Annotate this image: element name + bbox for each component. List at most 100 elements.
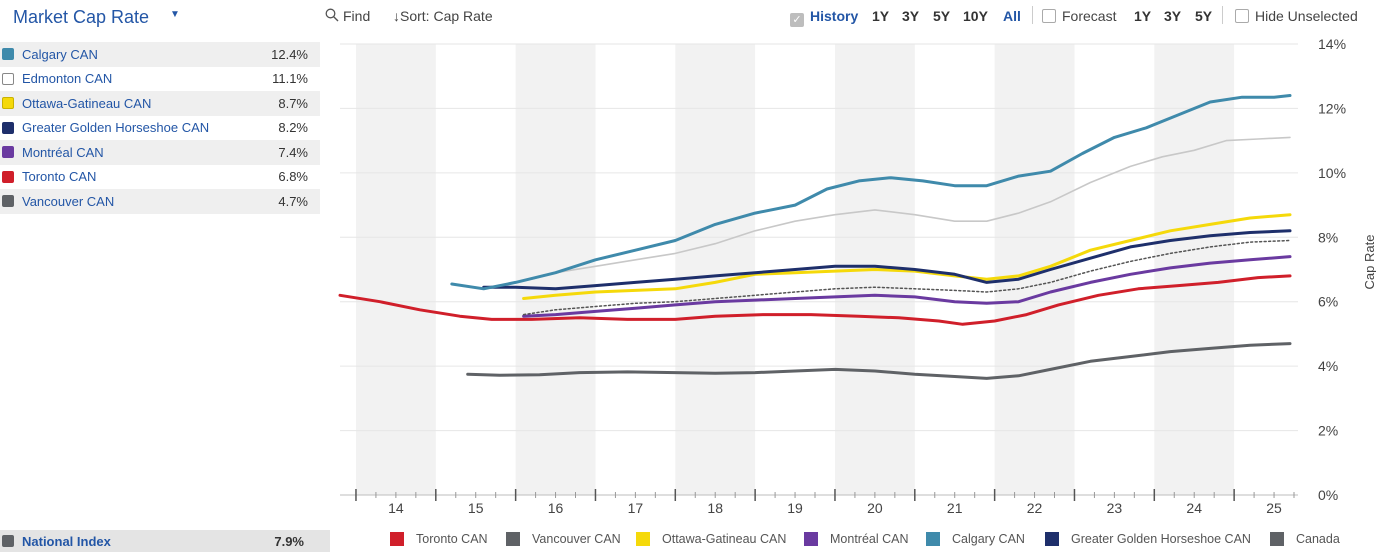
y-axis-label: Cap Rate xyxy=(1362,235,1376,290)
legend-swatch xyxy=(1045,532,1059,546)
history-range-10y[interactable]: 10Y xyxy=(963,8,988,24)
year-band xyxy=(515,44,596,495)
series-swatch[interactable] xyxy=(2,146,14,159)
series-name[interactable]: Montréal CAN xyxy=(22,144,104,160)
series-value: 8.7% xyxy=(278,95,308,111)
y-tick-label: 12% xyxy=(1318,100,1346,116)
x-tick-label: 19 xyxy=(787,500,803,516)
y-tick-label: 2% xyxy=(1318,423,1338,439)
legend-item-calgary[interactable]: Calgary CAN xyxy=(926,532,1025,546)
series-row-toronto[interactable]: Toronto CAN 6.8% xyxy=(0,165,320,190)
hide-unselected-checkbox[interactable] xyxy=(1235,9,1249,23)
series-line-vancouver-can xyxy=(466,342,1292,380)
series-name[interactable]: Edmonton CAN xyxy=(22,71,113,87)
forecast-label[interactable]: Forecast xyxy=(1062,8,1117,24)
toolbar-divider xyxy=(1032,6,1033,24)
series-swatch[interactable] xyxy=(2,72,14,85)
national-index-value: 7.9% xyxy=(274,533,304,549)
national-index-row[interactable]: National Index 7.9% xyxy=(0,530,330,552)
legend-label: Vancouver CAN xyxy=(532,532,621,546)
legend-item-canada[interactable]: Canada xyxy=(1270,532,1340,546)
series-line-greater-golden-horseshoe-can xyxy=(482,229,1292,291)
y-tick-label: 4% xyxy=(1318,358,1338,374)
x-tick-label: 17 xyxy=(628,500,644,516)
series-value: 12.4% xyxy=(271,46,308,62)
series-name[interactable]: Vancouver CAN xyxy=(22,193,115,209)
legend-label: Calgary CAN xyxy=(952,532,1025,546)
legend-item-vancouver[interactable]: Vancouver CAN xyxy=(506,532,621,546)
series-swatch[interactable] xyxy=(2,97,14,110)
series-swatch[interactable] xyxy=(2,535,14,547)
series-name[interactable]: Calgary CAN xyxy=(22,46,98,62)
history-checkbox[interactable]: ✓ xyxy=(790,13,804,27)
forecast-range-1y[interactable]: 1Y xyxy=(1134,8,1152,24)
series-line-edmonton-can xyxy=(530,136,1291,281)
series-row-edmonton[interactable]: Edmonton CAN 11.1% xyxy=(0,67,320,92)
toolbar-divider xyxy=(1222,6,1223,24)
metric-dropdown-icon[interactable]: ▼ xyxy=(170,9,180,20)
series-swatch[interactable] xyxy=(2,121,14,134)
history-range-all[interactable]: All xyxy=(1003,8,1021,24)
hide-unselected-toggle[interactable]: Hide Unselected xyxy=(1235,8,1358,24)
sort-button[interactable]: ↓Sort: Cap Rate xyxy=(393,8,493,24)
series-name[interactable]: Ottawa-Gatineau CAN xyxy=(22,95,152,111)
series-line-canada xyxy=(522,239,1291,316)
series-value: 8.2% xyxy=(278,120,308,136)
series-panel: Market Cap Rate ▼ Calgary CAN 12.4% Edmo… xyxy=(0,0,330,553)
legend-item-greater-golden-horseshoe[interactable]: Greater Golden Horseshoe CAN xyxy=(1045,532,1251,546)
series-list: Calgary CAN 12.4% Edmonton CAN 11.1% Ott… xyxy=(0,42,320,214)
legend-item-toronto[interactable]: Toronto CAN xyxy=(390,532,488,546)
x-tick-label: 20 xyxy=(867,500,883,516)
x-tick-label: 25 xyxy=(1266,500,1282,516)
legend-swatch xyxy=(636,532,650,546)
series-line-calgary-can xyxy=(450,94,1292,291)
series-name[interactable]: Greater Golden Horseshoe CAN xyxy=(22,120,210,136)
year-band xyxy=(994,44,1075,495)
legend-label: Toronto CAN xyxy=(416,532,488,546)
forecast-checkbox[interactable] xyxy=(1042,9,1056,23)
history-range-1y[interactable]: 1Y xyxy=(872,8,890,24)
series-swatch[interactable] xyxy=(2,170,14,183)
history-label[interactable]: History xyxy=(810,8,859,24)
x-tick-label: 15 xyxy=(468,500,484,516)
series-row-greater-golden-horseshoe[interactable]: Greater Golden Horseshoe CAN 8.2% xyxy=(0,116,320,141)
series-row-calgary[interactable]: Calgary CAN 12.4% xyxy=(0,42,320,67)
series-value: 4.7% xyxy=(278,193,308,209)
find-button[interactable]: Find xyxy=(325,8,370,24)
history-toggle[interactable]: ✓ History xyxy=(790,8,858,27)
legend-item-montreal[interactable]: Montréal CAN xyxy=(804,532,909,546)
series-swatch[interactable] xyxy=(2,195,14,208)
history-range-5y[interactable]: 5Y xyxy=(933,8,951,24)
forecast-toggle[interactable]: Forecast xyxy=(1042,8,1116,24)
year-band xyxy=(675,44,756,495)
x-tick-label: 14 xyxy=(388,500,404,516)
y-tick-label: 0% xyxy=(1318,487,1338,503)
forecast-range-5y[interactable]: 5Y xyxy=(1195,8,1213,24)
chart-toolbar: Find ↓Sort: Cap Rate ✓ History 1Y 3Y 5Y 1… xyxy=(325,0,1376,32)
legend-swatch xyxy=(390,532,404,546)
history-range-3y[interactable]: 3Y xyxy=(902,8,920,24)
metric-title[interactable]: Market Cap Rate xyxy=(13,7,150,27)
hide-unselected-label[interactable]: Hide Unselected xyxy=(1255,8,1358,24)
series-row-vancouver[interactable]: Vancouver CAN 4.7% xyxy=(0,189,320,214)
x-tick-label: 21 xyxy=(947,500,963,516)
series-value: 7.4% xyxy=(278,144,308,160)
national-index-label[interactable]: National Index xyxy=(22,533,111,549)
series-name[interactable]: Toronto CAN xyxy=(22,169,97,185)
legend-item-ottawa-gatineau[interactable]: Ottawa-Gatineau CAN xyxy=(636,532,786,546)
series-row-ottawa-gatineau[interactable]: Ottawa-Gatineau CAN 8.7% xyxy=(0,91,320,116)
series-value: 6.8% xyxy=(278,169,308,185)
y-tick-label: 6% xyxy=(1318,294,1338,310)
series-line-montr-al-can xyxy=(522,255,1292,318)
legend-swatch xyxy=(1270,532,1284,546)
legend-label: Ottawa-Gatineau CAN xyxy=(662,532,787,546)
x-tick-label: 24 xyxy=(1186,500,1202,516)
search-icon xyxy=(325,8,339,22)
y-tick-label: 14% xyxy=(1318,36,1346,52)
series-row-montreal[interactable]: Montréal CAN 7.4% xyxy=(0,140,320,165)
forecast-range-3y[interactable]: 3Y xyxy=(1164,8,1182,24)
series-swatch[interactable] xyxy=(2,48,14,61)
legend-swatch xyxy=(804,532,818,546)
legend-label: Greater Golden Horseshoe CAN xyxy=(1071,532,1251,546)
series-line-toronto-can xyxy=(338,274,1292,326)
